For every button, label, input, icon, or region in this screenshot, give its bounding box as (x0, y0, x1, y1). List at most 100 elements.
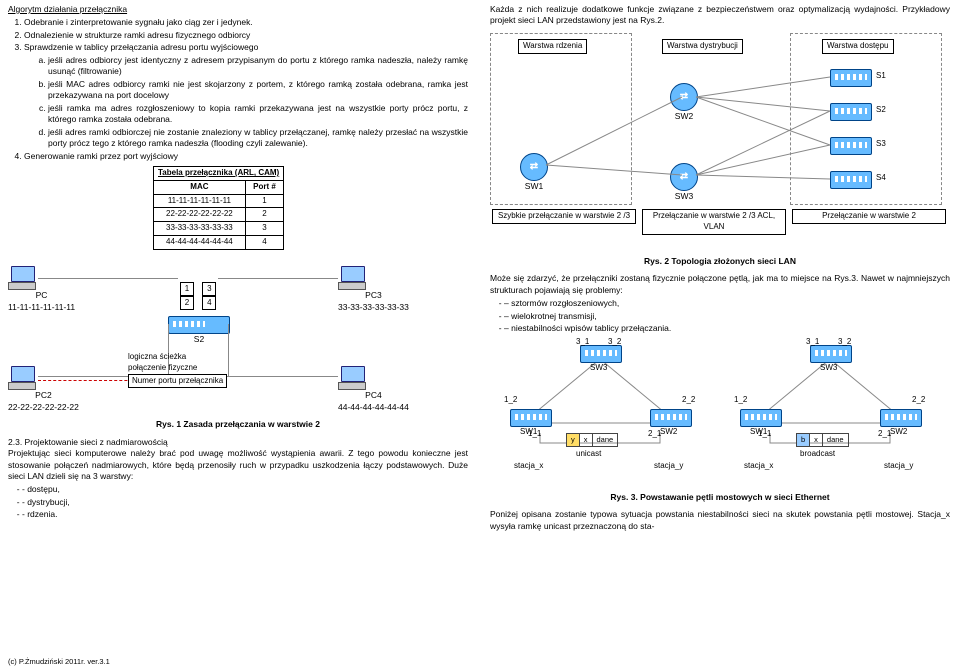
alg-list: Odebranie i zinterpretowanie sygnału jak… (24, 17, 468, 162)
sec23-title: 2.3. Projektowanie sieci z nadmiarowości… (8, 437, 468, 448)
pc4-label: PC4 (338, 390, 409, 401)
port-1: 1 (180, 282, 194, 296)
alg-1: Odebranie i zinterpretowanie sygnału jak… (24, 17, 468, 28)
layers-list: - dostępu, - dystrybucji, - rdzenia. (22, 484, 468, 520)
alg-sub: jeśli adres odbiorcy jest identyczny z a… (48, 55, 468, 150)
pc1-mac: 11-11-11-11-11-11 (8, 302, 75, 313)
pc4-mac: 44-44-44-44-44-44 (338, 402, 409, 413)
p31r: 3_1 (806, 337, 819, 348)
p21: 2_1 (648, 429, 661, 440)
fig2-wires (490, 33, 940, 203)
alg-4: Generowanie ramki przez port wyjściowy (24, 151, 468, 162)
pc2-label: PC2 (8, 390, 79, 401)
sub-b: jeśli MAC adres odbiorcy ramki nie jest … (48, 79, 468, 102)
sub-c: jeśli ramka ma adres rozgłoszeniowy to k… (48, 103, 468, 126)
loop-2: – wielokrotnej transmisji, (504, 311, 950, 322)
legend-num: Numer portu przełącznika (128, 374, 227, 389)
legend-log: logiczna ścieżka (128, 352, 227, 363)
fig2: Warstwa rdzenia Warstwa dystrybucji Wars… (490, 33, 950, 253)
alg-heading: Algorytm działania przełącznika (8, 4, 468, 15)
switch-icon (510, 409, 552, 427)
tierbox-access: Przełączanie w warstwie 2 (792, 209, 946, 224)
fig1: Tabela przełącznika (ARL, CAM) MACPort #… (8, 166, 468, 416)
arl-r1c1: 11-11-11-11-11-11 (154, 194, 246, 208)
p31: 3_1 (576, 337, 589, 348)
fig1-caption: Rys. 1 Zasada przełączania w warstwie 2 (8, 419, 468, 430)
wire (38, 278, 178, 279)
loop-para: Może się zdarzyć, że przełączniki zostan… (490, 273, 950, 296)
sty-l: stacja_y (654, 461, 683, 472)
frame-unicast: yxdane (566, 433, 618, 447)
pc2-mac: 22-22-22-22-22-22 (8, 402, 79, 413)
loop-list: – sztormów rozgłoszeniowych, – wielokrot… (504, 298, 950, 334)
port-3: 3 (202, 282, 216, 296)
footer: (c) P.Żmudziński 2011r. ver.3.1 (8, 657, 110, 667)
legend: logiczna ścieżka połączenie fizyczne Num… (128, 352, 227, 388)
fig3-caption: Rys. 3. Powstawanie pętli mostowych w si… (490, 492, 950, 503)
fig2-caption: Rys. 2 Topologia złożonych sieci LAN (490, 256, 950, 267)
loop-3: – niestabilności wpisów tablicy przełącz… (504, 323, 950, 334)
arl-title: Tabela przełącznika (ARL, CAM) (154, 167, 284, 181)
arl-col-mac: MAC (154, 180, 246, 194)
p21r: 2_1 (878, 429, 891, 440)
sec23-para: Projektując sieci komputerowe należy bra… (8, 448, 468, 482)
p32r: 3_2 (838, 337, 851, 348)
pc3-mac: 33-33-33-33-33-33 (338, 302, 409, 313)
broadcast-label: broadcast (800, 449, 835, 460)
stx-r: stacja_x (744, 461, 773, 472)
arl-r2c1: 22-22-22-22-22-22 (154, 208, 246, 222)
unicast-label: unicast (576, 449, 601, 460)
port-4: 4 (202, 296, 216, 310)
p22: 2_2 (682, 395, 695, 406)
f3r-sw2: SW2 (890, 427, 907, 438)
switch-icon (168, 316, 230, 334)
s2-label: S2 (168, 334, 230, 345)
pc-icon (338, 366, 366, 390)
p11: 1_1 (528, 429, 541, 440)
arl-r4c2: 4 (245, 236, 283, 250)
pc-icon (338, 266, 366, 290)
p12: 1_2 (504, 395, 517, 406)
fig3: SW3 SW1 SW2 3_1 3_2 1_2 2_2 1_1 2_1 yxda… (490, 339, 950, 489)
pc2-group: PC2 22-22-22-22-22-22 (8, 366, 79, 413)
tierbox-core: Szybkie przełączanie w warstwie 2 /3 (492, 209, 636, 224)
switch-icon (880, 409, 922, 427)
wire (218, 278, 338, 279)
f3l-sw3: SW3 (590, 363, 607, 374)
tierbox-dist: Przełączanie w warstwie 2 /3 ACL, VLAN (642, 209, 786, 235)
pc-icon (8, 266, 36, 290)
pc3-group: PC3 33-33-33-33-33-33 (338, 266, 409, 313)
frame-broadcast: bxdane (796, 433, 849, 447)
pc4-group: PC4 44-44-44-44-44-44 (338, 366, 409, 413)
legend-phy: połączenie fizyczne (128, 363, 227, 374)
loop-1: – sztormów rozgłoszeniowych, (504, 298, 950, 309)
sub-d: jeśli adres ramki odbiorczej nie zostani… (48, 127, 468, 150)
alg-3: Sprawdzenie w tablicy przełączania adres… (24, 42, 468, 149)
sty-r: stacja_y (884, 461, 913, 472)
arl-r3c2: 3 (245, 222, 283, 236)
arl-r1c2: 1 (245, 194, 283, 208)
alg-2: Odnalezienie w strukturze ramki adresu f… (24, 30, 468, 41)
f3r-sw3: SW3 (820, 363, 837, 374)
switch-icon (650, 409, 692, 427)
sub-a: jeśli adres odbiorcy jest identyczny z a… (48, 55, 468, 78)
layer-2: - dystrybucji, (22, 497, 468, 508)
p11r: 1_1 (758, 429, 771, 440)
pc-icon (8, 366, 36, 390)
p32: 3_2 (608, 337, 621, 348)
right-intro: Każda z nich realizuje dodatkowe funkcje… (490, 4, 950, 27)
port-2: 2 (180, 296, 194, 310)
arl-table: Tabela przełącznika (ARL, CAM) MACPort #… (153, 166, 284, 250)
p12r: 1_2 (734, 395, 747, 406)
stx-l: stacja_x (514, 461, 543, 472)
switch-ports: 1 3 2 4 (180, 282, 216, 310)
arl-r4c1: 44-44-44-44-44-44 (154, 236, 246, 250)
layer-3: - rdzenia. (22, 509, 468, 520)
pc1-group: PC 11-11-11-11-11-11 (8, 266, 75, 313)
f3l-sw2: SW2 (660, 427, 677, 438)
arl-r3c1: 33-33-33-33-33-33 (154, 222, 246, 236)
arl-col-port: Port # (245, 180, 283, 194)
arl-r2c2: 2 (245, 208, 283, 222)
wire (228, 324, 229, 376)
p22r: 2_2 (912, 395, 925, 406)
